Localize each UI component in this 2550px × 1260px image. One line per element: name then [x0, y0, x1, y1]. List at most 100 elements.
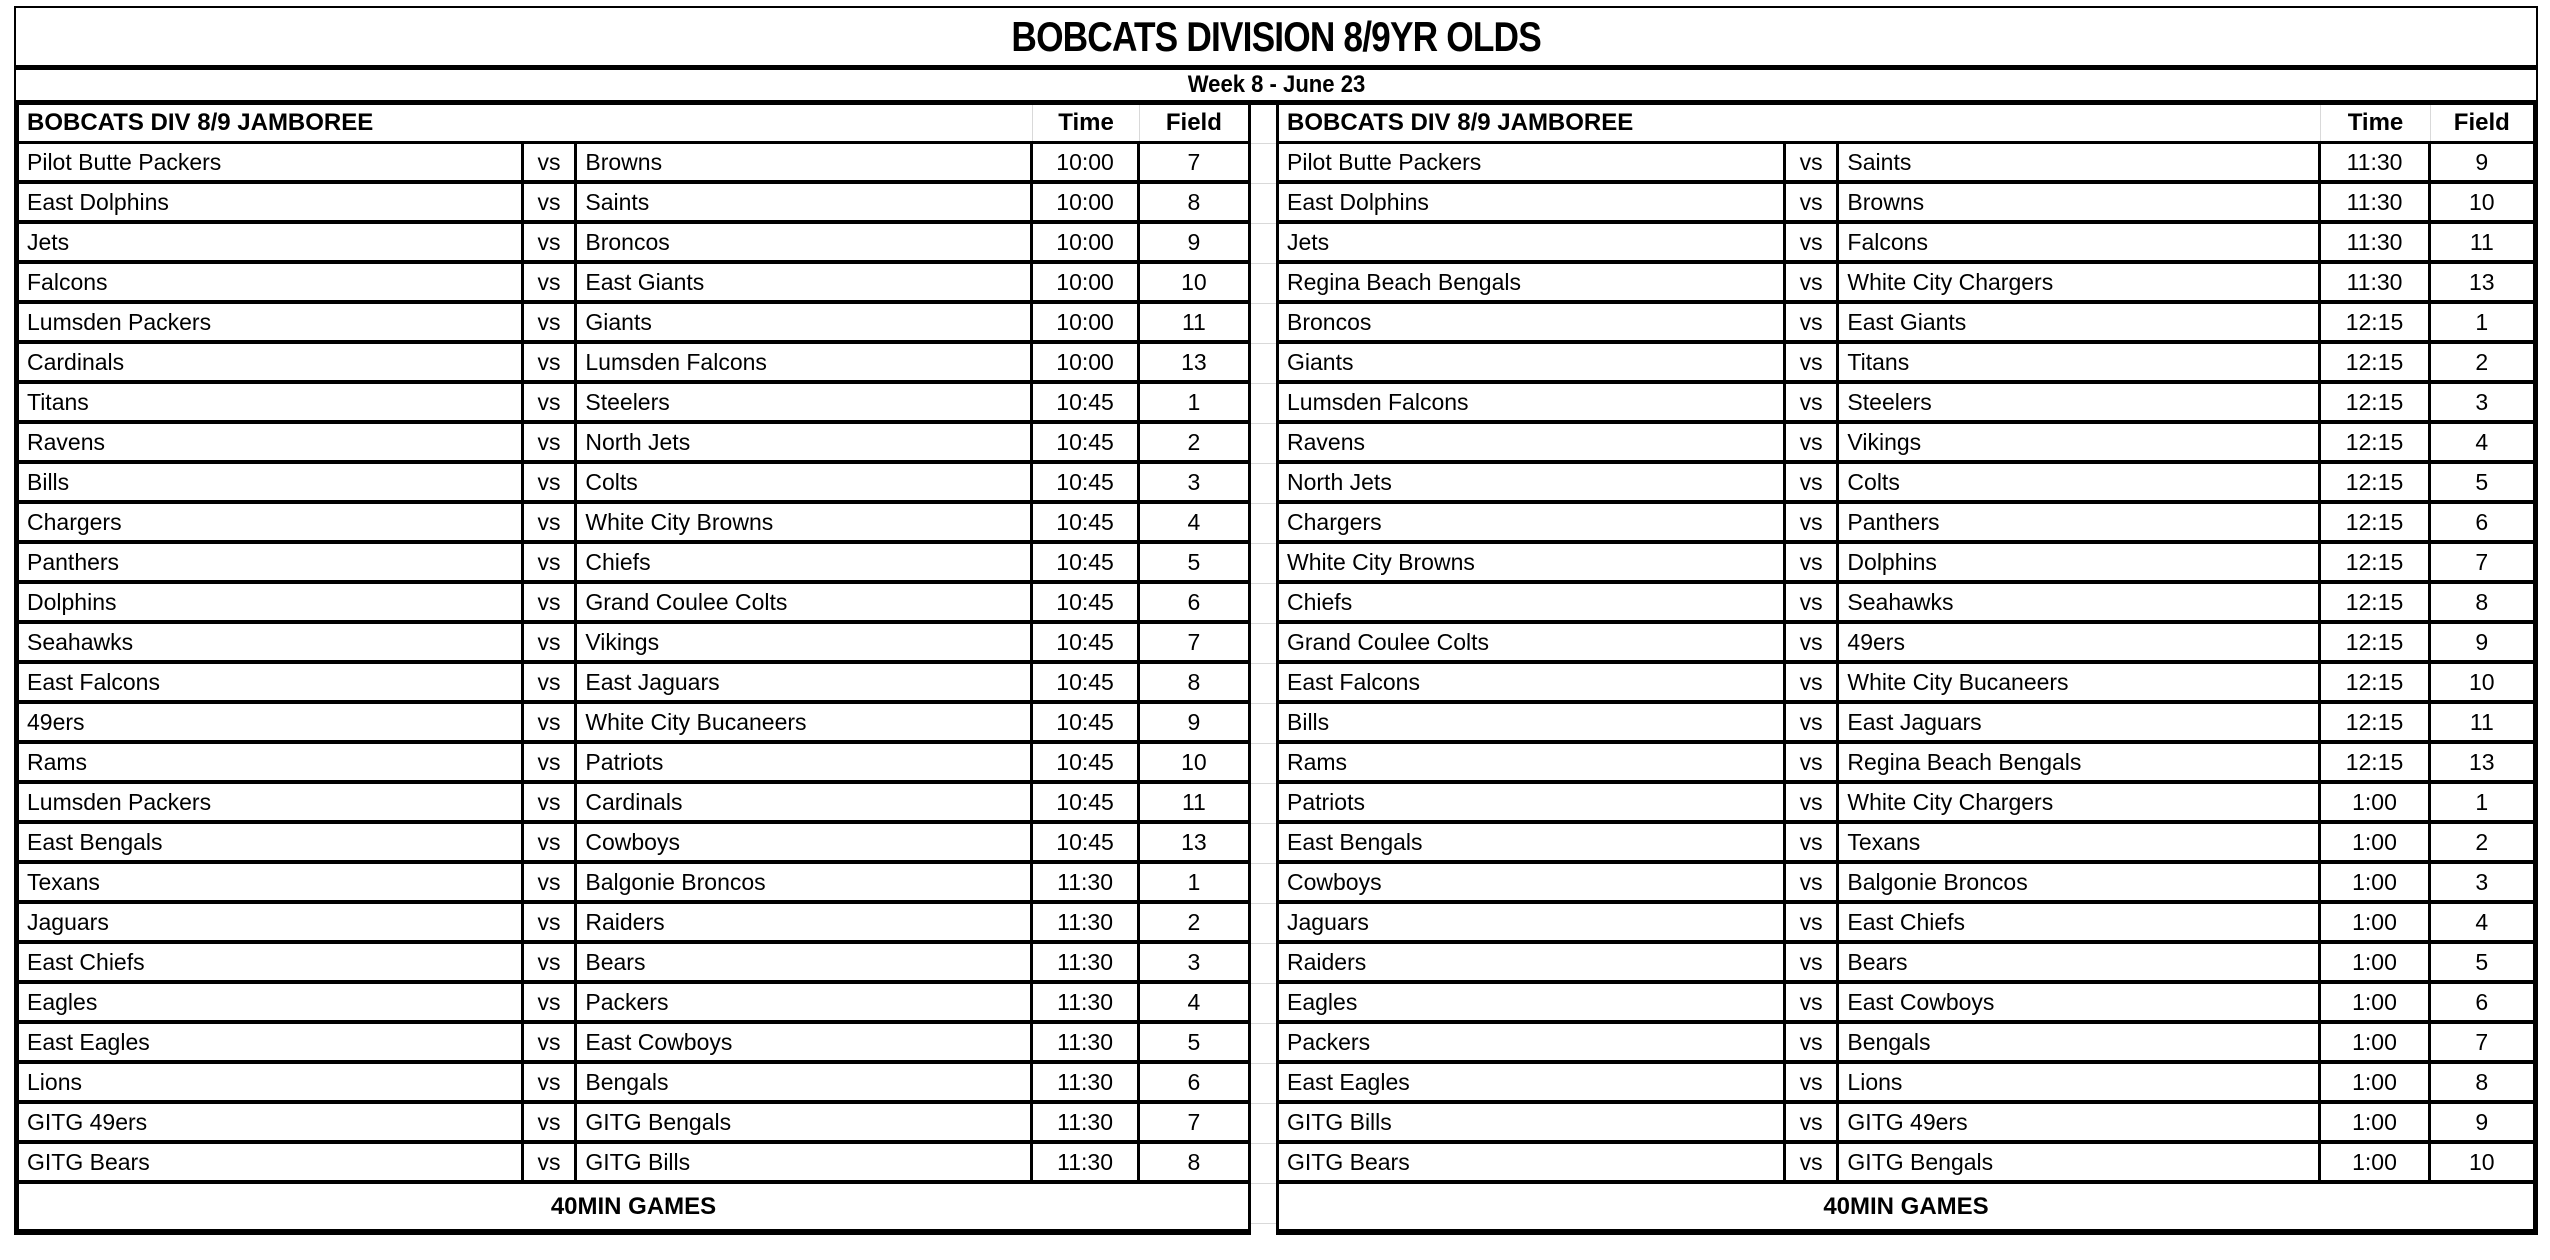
- field-cell: 13: [1181, 829, 1207, 855]
- schedule-row: Pilot Butte Packers vs Browns 10:00 7: [19, 144, 1249, 184]
- home-team-cell: White City Browns: [1279, 544, 1786, 580]
- schedule-row: East Bengals vs Texans 1:00 2: [1279, 824, 2533, 864]
- schedule-sheet: BOBCATS DIVISION 8/9YR OLDS Week 8 - Jun…: [14, 6, 2538, 1235]
- table-header-row: BOBCATS DIV 8/9 JAMBOREE Time Field: [1279, 105, 2533, 144]
- home-team-cell: East Falcons: [1279, 664, 1786, 700]
- schedule-row: Patriots vs White City Chargers 1:00 1: [1279, 784, 2533, 824]
- week-subtitle: Week 8 - June 23: [16, 70, 2536, 105]
- away-team-cell: East Jaguars: [577, 664, 1034, 700]
- time-cell: 1:00: [2321, 1144, 2431, 1180]
- field-column-header: Field: [2453, 109, 2510, 136]
- away-team-cell: Packers: [577, 984, 1034, 1020]
- time-cell: 12:15: [2321, 544, 2431, 580]
- vs-label: vs: [1786, 224, 1840, 260]
- field-cell: 13: [1181, 349, 1207, 375]
- field-cell: 4: [1187, 509, 1201, 535]
- time-cell: 10:00: [1033, 224, 1140, 260]
- home-team-cell: Chargers: [1279, 504, 1786, 540]
- away-team-cell: Patriots: [577, 744, 1034, 780]
- vs-label: vs: [524, 464, 578, 500]
- time-cell: 12:15: [2321, 664, 2431, 700]
- home-team-cell: Cowboys: [1279, 864, 1786, 900]
- time-cell: 10:45: [1033, 384, 1140, 420]
- vs-label: vs: [1786, 664, 1840, 700]
- time-cell: 11:30: [1033, 904, 1140, 940]
- schedule-row: Cowboys vs Balgonie Broncos 1:00 3: [1279, 864, 2533, 904]
- table-header-label: BOBCATS DIV 8/9 JAMBOREE: [1279, 105, 2322, 141]
- field-cell: 6: [1187, 1069, 1201, 1095]
- home-team-cell: Regina Beach Bengals: [1279, 264, 1786, 300]
- time-cell: 12:15: [2321, 424, 2431, 460]
- away-team-cell: Broncos: [577, 224, 1034, 260]
- week-subtitle-text: Week 8 - June 23: [1187, 71, 1365, 98]
- table-footer: 40MIN GAMES: [1823, 1192, 1989, 1220]
- schedule-row: Lumsden Packers vs Cardinals 10:45 11: [19, 784, 1249, 824]
- home-team-cell: Eagles: [19, 984, 524, 1020]
- away-team-cell: Titans: [1839, 344, 2322, 380]
- away-team-cell: Colts: [577, 464, 1034, 500]
- field-cell: 2: [2475, 829, 2489, 855]
- time-cell: 1:00: [2321, 1024, 2431, 1060]
- home-team-cell: East Eagles: [1279, 1064, 1786, 1100]
- home-team-cell: GITG Bears: [19, 1144, 524, 1180]
- field-cell: 10: [1181, 749, 1207, 775]
- home-team-cell: Jaguars: [19, 904, 524, 940]
- away-team-cell: Saints: [1839, 144, 2322, 180]
- home-team-cell: 49ers: [19, 704, 524, 740]
- away-team-cell: White City Browns: [577, 504, 1034, 540]
- time-cell: 10:45: [1033, 544, 1140, 580]
- away-team-cell: Regina Beach Bengals: [1839, 744, 2322, 780]
- vs-label: vs: [524, 184, 578, 220]
- field-cell: 7: [2475, 1029, 2489, 1055]
- vs-label: vs: [524, 784, 578, 820]
- schedule-row: Rams vs Regina Beach Bengals 12:15 13: [1279, 744, 2533, 784]
- field-cell: 1: [1187, 869, 1201, 895]
- schedule-row: GITG 49ers vs GITG Bengals 11:30 7: [19, 1104, 1249, 1144]
- field-cell: 5: [1187, 1029, 1201, 1055]
- field-cell: 6: [2475, 509, 2489, 535]
- field-cell: 9: [1187, 229, 1201, 255]
- time-cell: 12:15: [2321, 464, 2431, 500]
- field-cell: 9: [2475, 1109, 2489, 1135]
- schedule-row: East Eagles vs East Cowboys 11:30 5: [19, 1024, 1249, 1064]
- vs-label: vs: [524, 984, 578, 1020]
- field-cell: 8: [1187, 1149, 1201, 1175]
- time-cell: 10:45: [1033, 784, 1140, 820]
- away-team-cell: Colts: [1839, 464, 2322, 500]
- time-cell: 11:30: [2321, 184, 2431, 220]
- schedule-row: Rams vs Patriots 10:45 10: [19, 744, 1249, 784]
- time-cell: 1:00: [2321, 984, 2431, 1020]
- home-team-cell: Packers: [1279, 1024, 1786, 1060]
- field-cell: 6: [2475, 989, 2489, 1015]
- away-team-cell: Raiders: [577, 904, 1034, 940]
- time-cell: 10:45: [1033, 624, 1140, 660]
- time-cell: 11:30: [2321, 144, 2431, 180]
- vs-label: vs: [524, 344, 578, 380]
- schedule-row: Eagles vs Packers 11:30 4: [19, 984, 1249, 1024]
- time-cell: 10:45: [1033, 664, 1140, 700]
- field-cell: 13: [2469, 269, 2495, 295]
- vs-label: vs: [1786, 784, 1840, 820]
- time-cell: 11:30: [2321, 224, 2431, 260]
- time-cell: 12:15: [2321, 584, 2431, 620]
- schedule-row: Bills vs East Jaguars 12:15 11: [1279, 704, 2533, 744]
- time-cell: 10:00: [1033, 264, 1140, 300]
- away-team-cell: Texans: [1839, 824, 2322, 860]
- time-cell: 10:45: [1033, 464, 1140, 500]
- home-team-cell: Dolphins: [19, 584, 524, 620]
- schedule-row: Giants vs Titans 12:15 2: [1279, 344, 2533, 384]
- away-team-cell: White City Chargers: [1839, 784, 2322, 820]
- field-cell: 5: [2475, 949, 2489, 975]
- field-cell: 8: [2475, 589, 2489, 615]
- time-cell: 11:30: [1033, 1144, 1140, 1180]
- vs-label: vs: [1786, 624, 1840, 660]
- vs-label: vs: [1786, 504, 1840, 540]
- vs-label: vs: [524, 1144, 578, 1180]
- vs-label: vs: [524, 264, 578, 300]
- time-cell: 10:45: [1033, 424, 1140, 460]
- page-title: BOBCATS DIVISION 8/9YR OLDS: [16, 8, 2536, 70]
- away-team-cell: East Jaguars: [1839, 704, 2322, 740]
- schedule-row: Jaguars vs East Chiefs 1:00 4: [1279, 904, 2533, 944]
- vs-label: vs: [1786, 264, 1840, 300]
- time-cell: 11:30: [1033, 1064, 1140, 1100]
